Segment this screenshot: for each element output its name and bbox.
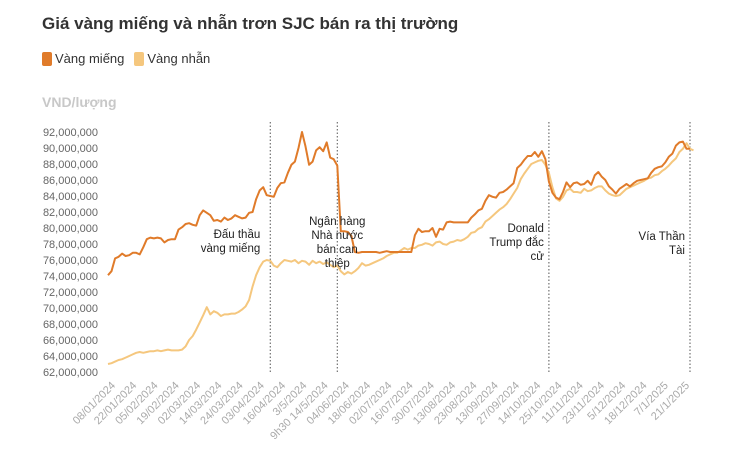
y-tick-label: 84,000,000 xyxy=(43,191,98,203)
y-tick-label: 92,000,000 xyxy=(43,127,98,139)
annotation-text: Donald xyxy=(507,223,543,235)
annotation-text: Nhà nước xyxy=(311,230,363,242)
series-line-vang-nhan xyxy=(107,142,694,365)
y-tick-label: 68,000,000 xyxy=(43,319,98,331)
legend: Vàng miếng Vàng nhẫn xyxy=(42,51,210,66)
y-tick-label: 62,000,000 xyxy=(43,367,98,379)
series-line-vang-mieng xyxy=(107,131,690,276)
y-tick-label: 78,000,000 xyxy=(43,239,98,251)
annotation-text: Ngân hàng xyxy=(309,216,365,228)
y-tick-label: 66,000,000 xyxy=(43,335,98,347)
legend-item-vang-mieng[interactable]: Vàng miếng xyxy=(42,51,124,66)
annotation-text: Trump đắc xyxy=(489,236,544,249)
annotation-text: thiệp xyxy=(325,258,350,270)
legend-item-vang-nhan[interactable]: Vàng nhẫn xyxy=(134,51,210,66)
annotation-text: cử xyxy=(530,251,544,263)
annotation-text: bán can xyxy=(317,244,358,256)
y-tick-label: 80,000,000 xyxy=(43,223,98,235)
y-tick-label: 64,000,000 xyxy=(43,351,98,363)
y-tick-label: 74,000,000 xyxy=(43,271,98,283)
chart-title: Giá vàng miếng và nhẫn trơn SJC bán ra t… xyxy=(42,14,459,33)
y-tick-label: 86,000,000 xyxy=(43,175,98,187)
y-tick-label: 82,000,000 xyxy=(43,207,98,219)
annotation-text: Đấu thầu xyxy=(214,229,261,241)
annotation-text: vàng miếng xyxy=(201,243,260,255)
y-tick-label: 76,000,000 xyxy=(43,255,98,267)
annotation-text: Tài xyxy=(669,245,685,257)
y-tick-label: 88,000,000 xyxy=(43,159,98,171)
legend-swatch-vang-nhan xyxy=(134,51,145,66)
legend-swatch-vang-mieng xyxy=(42,51,52,66)
legend-label-vang-nhan: Vàng nhẫn xyxy=(147,51,211,66)
legend-label-vang-mieng: Vàng miếng xyxy=(55,51,125,66)
y-axis-unit-label: VND/lượng xyxy=(42,94,117,110)
y-tick-label: 70,000,000 xyxy=(43,303,98,315)
annotation-text: Vía Thần xyxy=(639,231,685,243)
y-tick-label: 72,000,000 xyxy=(43,287,98,299)
y-tick-label: 90,000,000 xyxy=(43,143,98,155)
